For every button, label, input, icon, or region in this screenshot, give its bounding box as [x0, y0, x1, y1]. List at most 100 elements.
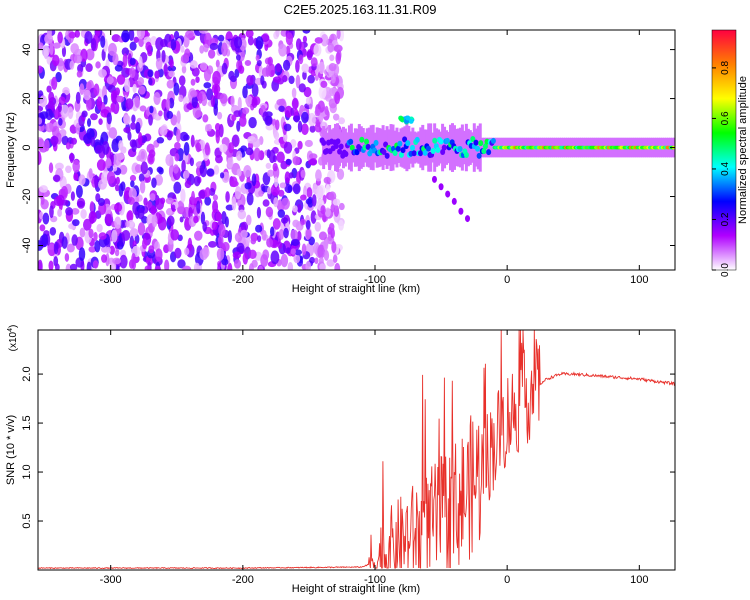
spectrogram-cell: [291, 87, 297, 99]
spectrogram-cell: [50, 135, 59, 146]
spectrogram-cell: [66, 243, 75, 253]
spectrogram-cell: [85, 81, 92, 92]
spectrogram-cell: [190, 134, 195, 148]
spectrogram-cell: [212, 194, 219, 201]
spectrogram-cell: [236, 54, 241, 61]
signal-cell: [364, 138, 370, 145]
spectrogram-cell: [231, 114, 237, 121]
spectrogram-cell: [132, 83, 137, 94]
colorbar-tick-label: 0.0: [720, 263, 731, 277]
spectrogram-cell: [114, 249, 120, 257]
colorbar-ticks: 0.0 0.2 0.4 0.6 0.8: [712, 61, 731, 277]
spectrogram-cell: [48, 260, 54, 270]
spectrogram-cell: [246, 192, 254, 206]
spectrogram-cell: [39, 211, 44, 220]
spectrogram-cell: [216, 247, 225, 261]
spectrogram-cell: [52, 174, 61, 182]
spectrogram-cell: [255, 224, 263, 233]
spectrogram-cell: [292, 115, 301, 122]
spectrogram-cell: [324, 105, 329, 116]
spectrogram-cell: [111, 34, 121, 43]
y-tick-label: 2.0: [21, 366, 33, 381]
spectrogram-cell: [270, 250, 280, 265]
spectrogram-cell: [287, 262, 294, 270]
spectrogram-cell: [265, 162, 272, 170]
spectrogram-cell: [155, 37, 164, 51]
signal-band-cell: [439, 131, 443, 164]
spectrogram-cell: [314, 257, 319, 265]
spectrogram-cell: [283, 227, 289, 239]
colorbar-tick-label: 0.8: [720, 61, 731, 75]
spectrogram-frame: [37, 29, 676, 271]
spectrogram-cell: [106, 171, 116, 184]
signal-cell: [430, 148, 436, 155]
spectrogram-cell: [121, 47, 130, 56]
spectrogram-cell: [175, 128, 181, 143]
spectrogram-cell: [255, 54, 260, 62]
spectrogram-cell: [119, 254, 128, 269]
spectrogram-cell: [44, 139, 50, 152]
spectrogram-cell: [154, 265, 161, 270]
spectrogram-cell: [189, 60, 198, 69]
spectrogram-cell: [327, 42, 335, 53]
spectrogram-cell: [320, 121, 328, 130]
spectrogram-cell: [76, 70, 83, 78]
spectrogram-cell: [320, 33, 329, 47]
spectrogram-cell: [166, 79, 175, 89]
spectrogram-cell: [41, 233, 49, 248]
spectrogram-cell: [53, 241, 59, 255]
spectrogram-cell: [165, 154, 174, 167]
spectrogram-cell: [304, 139, 313, 148]
signal-cell: [441, 144, 447, 151]
spectrogram-cell: [129, 228, 139, 237]
spectrogram-cell: [114, 184, 120, 192]
spectrogram-cell: [332, 254, 338, 263]
spectrogram-cell: [276, 78, 284, 85]
spectrogram-cell: [48, 162, 54, 174]
spectrogram-cell: [318, 231, 328, 241]
spectrogram-cell: [305, 260, 312, 270]
spectrogram-cell: [251, 173, 257, 187]
colorbar-tick-label: 0.6: [720, 111, 731, 125]
spectrogram-cell: [88, 168, 93, 179]
spectrogram-cell: [131, 253, 136, 266]
spectrogram-cell: [163, 63, 168, 77]
spectrogram-cell: [148, 114, 153, 126]
spectrogram-cell: [255, 36, 264, 50]
spectrogram-cell: [334, 91, 341, 105]
signal-cell: [408, 118, 414, 124]
x-tick-label: -200: [232, 274, 254, 286]
spectrogram-cell: [290, 248, 297, 255]
spectrogram-cell: [137, 207, 145, 220]
signal-cell: [321, 139, 327, 146]
spectrogram-cell: [262, 199, 270, 207]
spectrogram-cell: [177, 259, 186, 269]
spectrogram-cell: [114, 64, 123, 72]
spectrogram-cell: [338, 202, 345, 211]
spectrogram-cell: [274, 176, 279, 188]
signal-band-cell: [381, 125, 385, 170]
spectrogram-cell: [72, 219, 80, 227]
spectrogram-cell: [47, 243, 56, 250]
spectrogram-cell: [193, 175, 201, 187]
signal-band-cell: [379, 128, 383, 167]
spectrogram-cell: [179, 216, 184, 223]
spectrogram-cell: [133, 36, 139, 43]
spectrogram-cell: [313, 43, 322, 57]
spectrogram-cell: [245, 147, 254, 156]
spectrogram-cell: [61, 135, 69, 146]
spectrogram-cell: [112, 153, 122, 167]
signal-cell: [392, 150, 398, 157]
spectrogram-cell: [295, 38, 302, 51]
spectrogram-cell: [115, 176, 120, 185]
spectrogram-cell: [149, 105, 154, 114]
signal-cell: [476, 152, 482, 159]
spectrogram-cell: [234, 68, 240, 78]
spectrogram-cell: [198, 30, 208, 34]
spectrogram-cell: [261, 229, 267, 241]
spectrogram-cell: [102, 140, 110, 155]
spectrogram-cell: [151, 177, 157, 189]
spectrogram-cell: [231, 134, 240, 147]
spectrogram-cell: [194, 230, 203, 241]
spectrogram-cell: [319, 263, 327, 270]
